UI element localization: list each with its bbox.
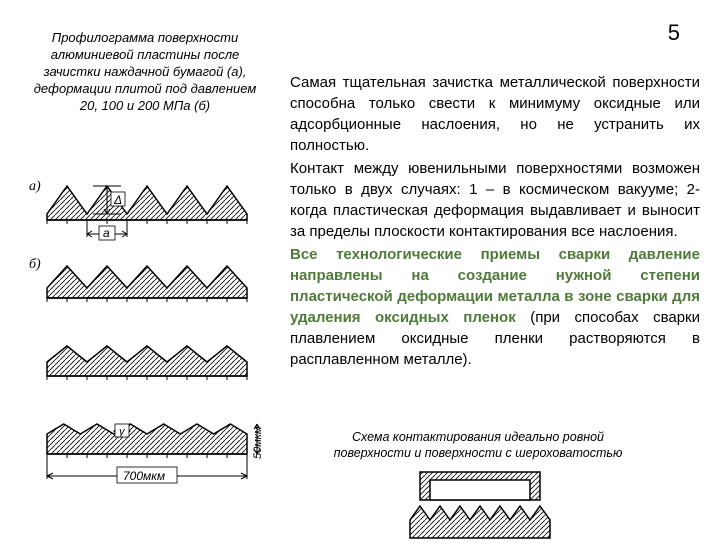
svg-text:Δ: Δ <box>113 193 122 207</box>
figure-caption-profilogram: Профилограмма поверхностиалюминиевой пла… <box>20 30 270 114</box>
paragraph-3: Все технологические приемы сварки давлен… <box>290 244 700 370</box>
figure-caption-contact: Схема контактирования идеально ровнойпов… <box>308 430 648 461</box>
page-number: 5 <box>668 20 680 46</box>
svg-text:а): а) <box>29 179 41 194</box>
body-text: Самая тщательная зачистка металлической … <box>290 72 700 372</box>
paragraph-2: Контакт между ювенильными поверхностями … <box>290 158 700 242</box>
paragraph-1: Самая тщательная зачистка металлической … <box>290 72 700 156</box>
svg-text:a: a <box>103 226 110 240</box>
profilogram-diagram: а)Δaб)y700мкм50мкм <box>25 150 270 525</box>
svg-text:700мкм: 700мкм <box>123 469 165 483</box>
svg-text:б): б) <box>29 257 41 272</box>
contact-diagram <box>400 470 560 545</box>
svg-text:50мкм: 50мкм <box>252 426 264 459</box>
